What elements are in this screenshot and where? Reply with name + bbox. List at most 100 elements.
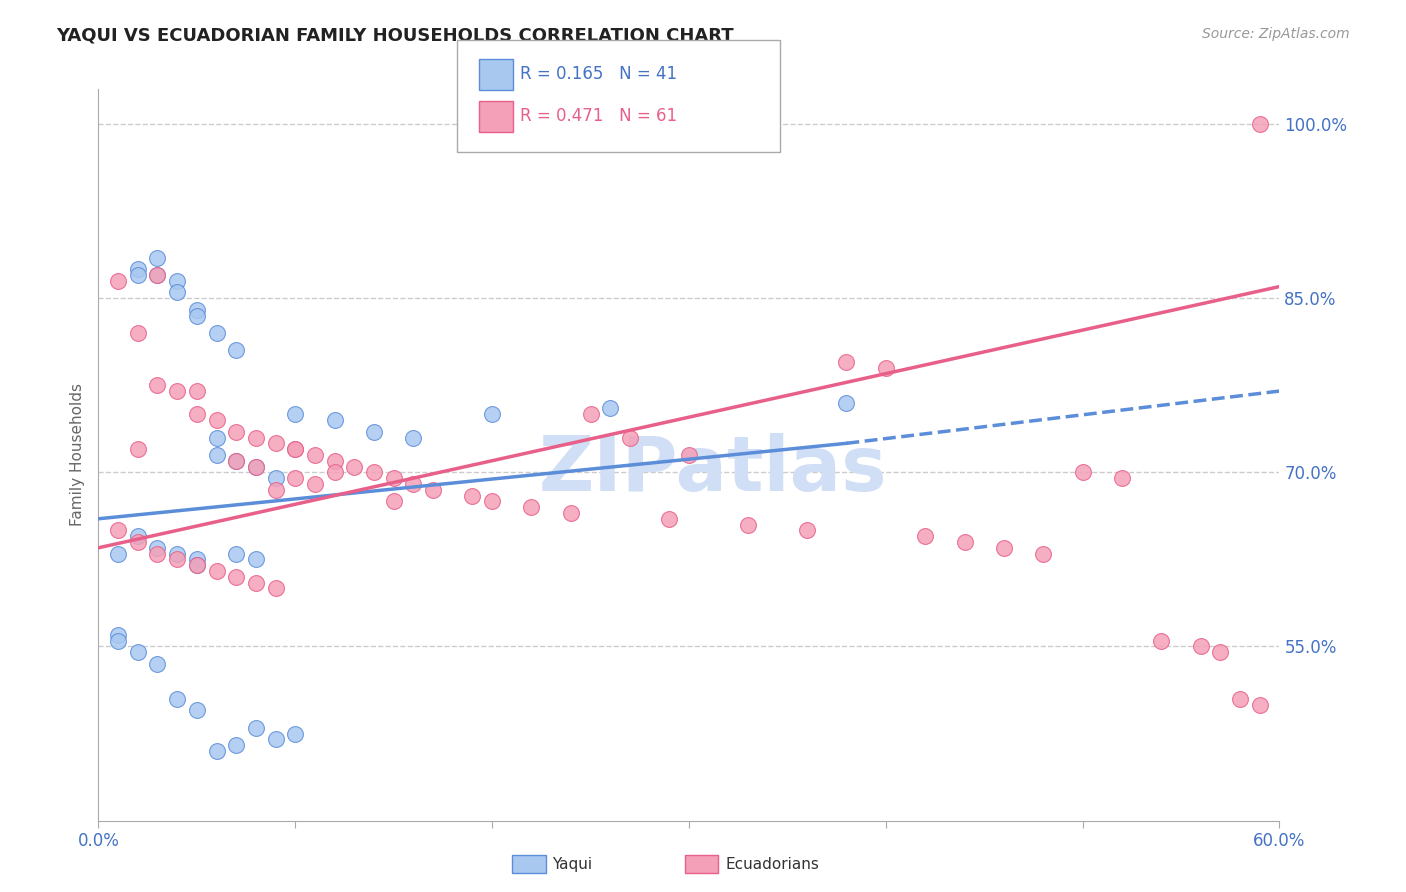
Point — [264, 483, 287, 497]
Point — [225, 547, 247, 561]
Point — [186, 384, 208, 398]
Text: YAQUI VS ECUADORIAN FAMILY HOUSEHOLDS CORRELATION CHART: YAQUI VS ECUADORIAN FAMILY HOUSEHOLDS CO… — [56, 27, 734, 45]
Point — [599, 401, 621, 416]
Point — [264, 436, 287, 450]
Point — [107, 633, 129, 648]
Point — [619, 430, 641, 444]
Point — [402, 430, 425, 444]
Point — [166, 691, 188, 706]
Point — [127, 326, 149, 340]
Point — [402, 477, 425, 491]
Point — [560, 506, 582, 520]
Point — [245, 459, 267, 474]
Point — [835, 395, 858, 409]
Point — [678, 448, 700, 462]
Point — [245, 430, 267, 444]
Text: Ecuadorians: Ecuadorians — [725, 857, 820, 871]
Point — [481, 407, 503, 421]
Point — [205, 744, 228, 758]
Point — [343, 459, 366, 474]
Point — [953, 535, 976, 549]
Point — [284, 442, 307, 456]
Point — [284, 726, 307, 740]
Point — [1071, 466, 1094, 480]
Point — [186, 407, 208, 421]
Point — [264, 471, 287, 485]
Point — [127, 535, 149, 549]
Point — [127, 442, 149, 456]
Point — [1249, 117, 1271, 131]
Point — [127, 529, 149, 543]
Point — [225, 454, 247, 468]
Point — [186, 302, 208, 317]
Point — [737, 517, 759, 532]
Point — [146, 547, 169, 561]
Point — [284, 471, 307, 485]
Point — [1032, 547, 1054, 561]
Point — [481, 494, 503, 508]
Point — [225, 343, 247, 358]
Point — [363, 466, 385, 480]
Point — [127, 645, 149, 659]
Point — [205, 448, 228, 462]
Point — [186, 703, 208, 717]
Point — [107, 524, 129, 538]
Point — [1229, 691, 1251, 706]
Point — [186, 558, 208, 573]
Point — [1249, 698, 1271, 712]
Point — [304, 448, 326, 462]
Point — [225, 454, 247, 468]
Point — [993, 541, 1015, 555]
Point — [186, 558, 208, 573]
Point — [579, 407, 602, 421]
Point — [284, 407, 307, 421]
Point — [205, 413, 228, 427]
Point — [205, 326, 228, 340]
Point — [422, 483, 444, 497]
Point — [146, 251, 169, 265]
Point — [875, 360, 897, 375]
Point — [127, 262, 149, 277]
Point — [1150, 633, 1173, 648]
Point — [323, 413, 346, 427]
Point — [520, 500, 543, 515]
Point — [245, 575, 267, 590]
Point — [166, 285, 188, 300]
Point — [1189, 640, 1212, 654]
Point — [186, 309, 208, 323]
Point — [796, 524, 818, 538]
Point — [323, 466, 346, 480]
Point — [107, 274, 129, 288]
Point — [146, 541, 169, 555]
Point — [835, 355, 858, 369]
Point — [107, 547, 129, 561]
Point — [382, 471, 405, 485]
Point — [166, 552, 188, 566]
Point — [323, 454, 346, 468]
Point — [245, 721, 267, 735]
Text: ZIPatlas: ZIPatlas — [538, 433, 887, 507]
Point — [186, 552, 208, 566]
Point — [363, 425, 385, 439]
Point — [205, 564, 228, 578]
Point — [146, 657, 169, 671]
Point — [1111, 471, 1133, 485]
Point — [264, 732, 287, 747]
Point — [166, 384, 188, 398]
Point — [1209, 645, 1232, 659]
Point — [107, 628, 129, 642]
Point — [146, 268, 169, 282]
Point — [658, 512, 681, 526]
Text: R = 0.471   N = 61: R = 0.471 N = 61 — [520, 107, 678, 125]
Point — [914, 529, 936, 543]
Point — [127, 268, 149, 282]
Point — [225, 425, 247, 439]
Text: R = 0.165   N = 41: R = 0.165 N = 41 — [520, 65, 678, 83]
Point — [205, 430, 228, 444]
Text: Yaqui: Yaqui — [553, 857, 593, 871]
Point — [382, 494, 405, 508]
Point — [166, 274, 188, 288]
Point — [166, 547, 188, 561]
Y-axis label: Family Households: Family Households — [69, 384, 84, 526]
Point — [245, 552, 267, 566]
